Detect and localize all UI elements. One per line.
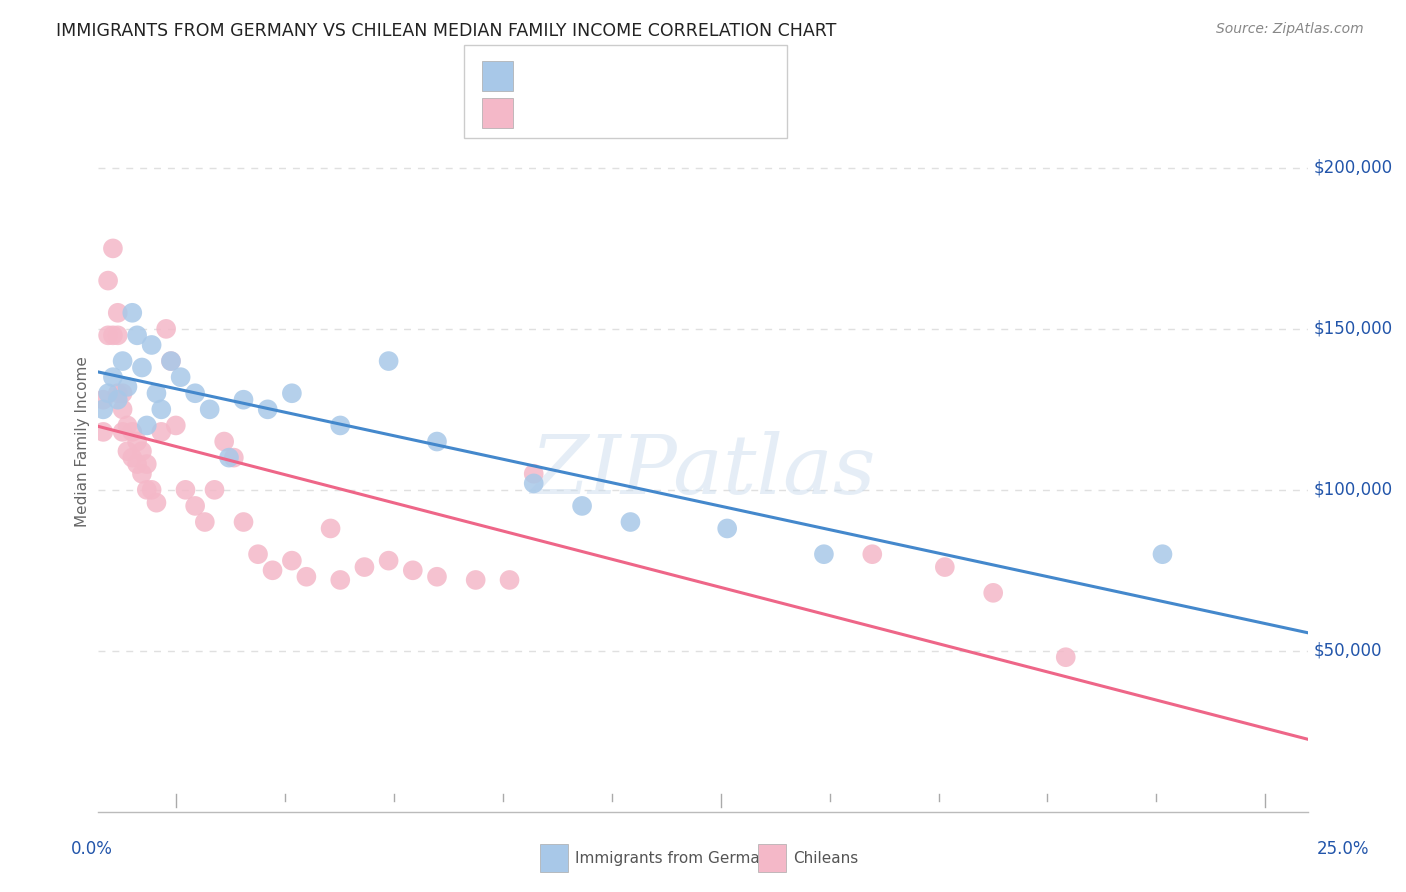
Point [247, 547, 270, 561]
Point [184, 499, 207, 513]
Point [212, 434, 235, 449]
Point [155, 322, 177, 336]
Point [111, 386, 134, 401]
Point [131, 467, 153, 481]
Point [934, 560, 956, 574]
Text: R = -0.592: R = -0.592 [522, 67, 619, 85]
Text: ZIPatlas: ZIPatlas [530, 431, 876, 511]
Point [204, 483, 226, 497]
Point [160, 354, 183, 368]
Point [169, 370, 191, 384]
Point [117, 444, 139, 458]
Point [127, 434, 149, 449]
Point [981, 586, 1004, 600]
Point [198, 402, 221, 417]
Point [97, 328, 120, 343]
Point [117, 418, 139, 433]
Point [218, 450, 240, 465]
Point [111, 354, 134, 368]
Point [91, 392, 114, 407]
Point [111, 425, 134, 439]
Point [111, 402, 134, 417]
Point [101, 370, 124, 384]
Point [329, 573, 352, 587]
Point [281, 386, 304, 401]
Point [222, 450, 245, 465]
Point [174, 483, 197, 497]
Text: 0.0%: 0.0% [70, 840, 112, 858]
Text: R = -0.303: R = -0.303 [522, 104, 619, 122]
Point [262, 563, 284, 577]
Point [295, 570, 318, 584]
Text: Source: ZipAtlas.com: Source: ZipAtlas.com [1216, 22, 1364, 37]
Point [97, 274, 120, 288]
Text: $50,000: $50,000 [1313, 641, 1382, 660]
Text: IMMIGRANTS FROM GERMANY VS CHILEAN MEDIAN FAMILY INCOME CORRELATION CHART: IMMIGRANTS FROM GERMANY VS CHILEAN MEDIA… [56, 22, 837, 40]
Point [135, 457, 157, 471]
Text: $200,000: $200,000 [1313, 159, 1393, 177]
Point [121, 306, 143, 320]
Point [91, 425, 114, 439]
Point [165, 418, 187, 433]
Point [232, 515, 254, 529]
Point [426, 434, 449, 449]
Point [101, 241, 124, 255]
Point [716, 521, 738, 535]
Point [319, 521, 342, 535]
Text: N = 52: N = 52 [658, 104, 720, 122]
Point [117, 380, 139, 394]
Point [160, 354, 183, 368]
Point [498, 573, 520, 587]
Text: Immigrants from Germany: Immigrants from Germany [575, 851, 779, 865]
Text: 25.0%: 25.0% [1316, 840, 1369, 858]
Point [131, 360, 153, 375]
Point [127, 457, 149, 471]
Point [377, 354, 399, 368]
Point [194, 515, 217, 529]
Point [91, 402, 114, 417]
Point [150, 402, 173, 417]
Point [329, 418, 352, 433]
Point [101, 328, 124, 343]
Point [860, 547, 883, 561]
Point [426, 570, 449, 584]
Point [107, 386, 129, 401]
Point [107, 306, 129, 320]
Text: $150,000: $150,000 [1313, 320, 1393, 338]
Point [232, 392, 254, 407]
Point [1152, 547, 1174, 561]
Y-axis label: Median Family Income: Median Family Income [75, 356, 90, 527]
Point [97, 386, 120, 401]
Point [813, 547, 835, 561]
Point [571, 499, 593, 513]
Point [464, 573, 486, 587]
Point [619, 515, 641, 529]
Point [127, 328, 149, 343]
Text: $100,000: $100,000 [1313, 481, 1393, 499]
Point [353, 560, 375, 574]
Point [184, 386, 207, 401]
Point [523, 467, 546, 481]
Point [402, 563, 425, 577]
Point [150, 425, 173, 439]
Point [141, 483, 163, 497]
Point [121, 450, 143, 465]
Point [131, 444, 153, 458]
Point [107, 328, 129, 343]
Point [281, 554, 304, 568]
Point [523, 476, 546, 491]
Point [256, 402, 278, 417]
Point [1054, 650, 1077, 665]
Point [141, 338, 163, 352]
Point [107, 392, 129, 407]
Text: N = 30: N = 30 [658, 67, 720, 85]
Point [135, 483, 157, 497]
Point [145, 496, 167, 510]
Point [145, 386, 167, 401]
Point [135, 418, 157, 433]
Point [121, 425, 143, 439]
Text: Chileans: Chileans [793, 851, 858, 865]
Point [377, 554, 399, 568]
